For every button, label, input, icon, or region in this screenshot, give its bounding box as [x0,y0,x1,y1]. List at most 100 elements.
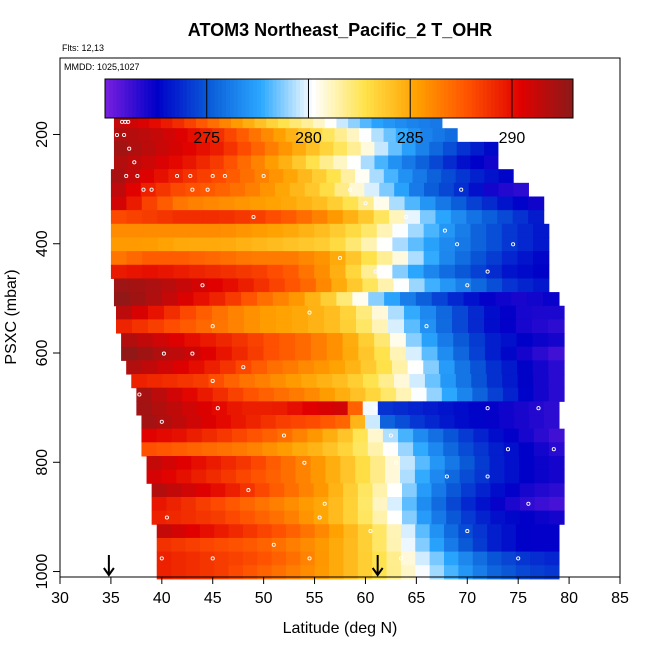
heatmap-cell [484,346,502,361]
heatmap-cell [450,210,467,225]
heatmap-cell [322,442,339,457]
heatmap-cell [176,455,192,471]
heatmap-cell [533,442,550,457]
heatmap-cell [441,387,458,402]
heatmap-cell [497,210,514,225]
heatmap-cell [362,278,379,293]
heatmap-cell [519,469,535,484]
heatmap-cell [262,428,278,443]
heatmap-cell [228,305,245,320]
observation-point [465,283,470,288]
heatmap-cell [324,305,341,320]
heatmap-cell [530,524,546,539]
heatmap-cell [327,196,344,211]
heatmap-cell [207,115,220,130]
heatmap-cell [458,537,474,553]
heatmap-cell [495,292,512,307]
heatmap-cell [516,333,533,348]
heatmap-cell [358,210,375,225]
heatmap-cell [517,264,534,279]
heatmap-cell [236,223,253,238]
heatmap-cell [247,333,265,348]
colorbar-swatch [163,79,168,118]
heatmap-cell [219,115,232,130]
heatmap-cell [511,292,528,307]
heatmap-cell [533,237,550,252]
heatmap-cell [468,401,485,416]
heatmap-cell [481,210,498,225]
heatmap-cell [223,141,238,157]
heatmap-cell [214,524,230,539]
colorbar-swatch [136,79,141,118]
heatmap-cell [260,415,277,430]
heatmap-cell [468,305,485,320]
heatmap-cell [415,155,430,170]
heatmap-cell [150,128,164,143]
heatmap-cell [152,333,170,348]
heatmap-cell [326,333,344,348]
heatmap-cell [376,237,393,252]
heatmap-cell [490,483,506,498]
heatmap-cell [355,469,371,484]
colorbar-swatch [218,79,223,118]
heatmap-cell [501,223,519,238]
heatmap-cell [214,565,230,580]
heatmap-cell [519,510,536,525]
heatmap-cell [314,565,330,580]
heatmap-cell [322,428,339,443]
heatmap-cell [384,292,401,307]
heatmap-cell [361,251,378,266]
colorbar-swatch [167,79,172,118]
heatmap-cell [486,251,503,266]
heatmap-cell [489,469,505,484]
heatmap-cell [500,305,517,320]
heatmap-cell [125,182,142,197]
heatmap-cell [444,469,461,484]
heatmap-cell [292,442,309,457]
heatmap-cell [340,319,357,334]
heatmap-cell [225,510,241,525]
heatmap-cell [405,333,423,348]
heatmap-cell [298,237,315,252]
heatmap-cell [157,237,175,252]
heatmap-cell [367,442,384,457]
heatmap-cell [251,223,268,238]
heatmap-cell [357,537,373,553]
observation-point [126,119,131,124]
heatmap-cell [248,128,262,143]
heatmap-cell [549,469,565,484]
heatmap-cell [533,374,550,389]
colorbar-swatch [553,79,558,118]
heatmap-cell [486,278,503,293]
heatmap-cell [280,469,297,484]
heatmap-cell [430,115,443,130]
heatmap-cell [310,346,328,361]
heatmap-cell [149,115,162,130]
heatmap-cell [347,401,364,416]
heatmap-cell [415,551,431,566]
heatmap-cell [201,428,218,443]
heatmap-cell [189,251,206,266]
heatmap-cell [543,292,560,307]
heatmap-cell [302,401,319,416]
heatmap-cell [398,428,414,443]
heatmap-cell [334,128,348,143]
heatmap-cell [379,182,395,197]
heatmap-cell [357,496,374,512]
observation-point [137,392,142,397]
heatmap-cell [437,333,454,348]
heatmap-cell [177,292,195,307]
heatmap-cell [380,387,397,402]
heatmap-cell [110,264,128,279]
observation-point [135,173,140,179]
heatmap-cell [329,537,345,553]
heatmap-cell [411,387,428,402]
heatmap-cell [372,537,388,553]
heatmap-cell [136,346,154,361]
observation-point [210,378,215,383]
heatmap-cell [199,524,215,539]
heatmap-cell [383,128,397,143]
heatmap-cell [415,141,430,157]
colorbar-swatch [233,79,239,118]
heatmap-cell [254,374,271,389]
